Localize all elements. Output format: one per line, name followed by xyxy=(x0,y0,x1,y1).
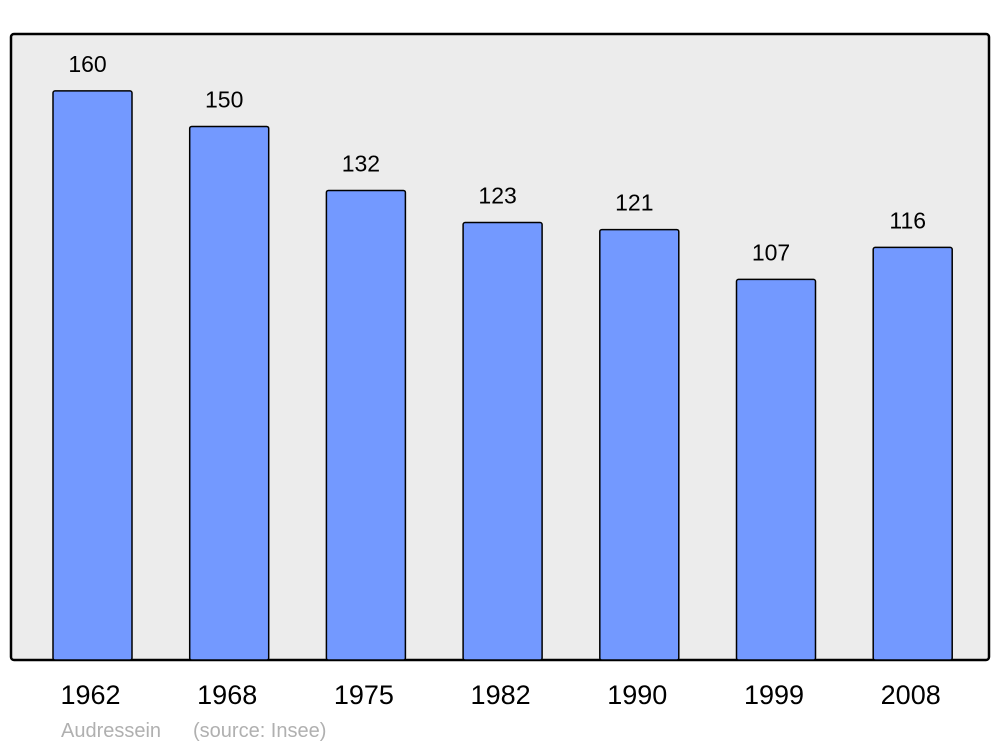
data-label-1990: 121 xyxy=(615,190,653,216)
bar-1975 xyxy=(325,189,407,661)
x-tick-label: 1999 xyxy=(744,680,804,710)
x-tick-label: 1982 xyxy=(471,680,531,710)
bar-1968 xyxy=(188,125,270,661)
x-tick-label: 1990 xyxy=(607,680,667,710)
x-tick-label: 2008 xyxy=(881,680,941,710)
bar-1962 xyxy=(52,90,133,661)
bar-1999 xyxy=(735,278,817,661)
bar-2008 xyxy=(872,246,953,661)
footer-place: Audressein xyxy=(61,720,161,742)
bar-1982 xyxy=(462,221,543,661)
footer-source: (source: Insee) xyxy=(193,720,326,742)
data-label-1968: 150 xyxy=(205,86,243,112)
data-label-1982: 123 xyxy=(478,183,516,209)
data-label-1999: 107 xyxy=(752,239,790,265)
data-label-1962: 160 xyxy=(68,51,106,77)
x-tick-label: 1962 xyxy=(60,680,120,710)
x-tick-label: 1968 xyxy=(197,680,257,710)
bar-1990 xyxy=(599,228,680,661)
x-tick-label: 1975 xyxy=(334,680,394,710)
data-label-1975: 132 xyxy=(342,151,380,177)
data-label-2008: 116 xyxy=(889,207,926,233)
